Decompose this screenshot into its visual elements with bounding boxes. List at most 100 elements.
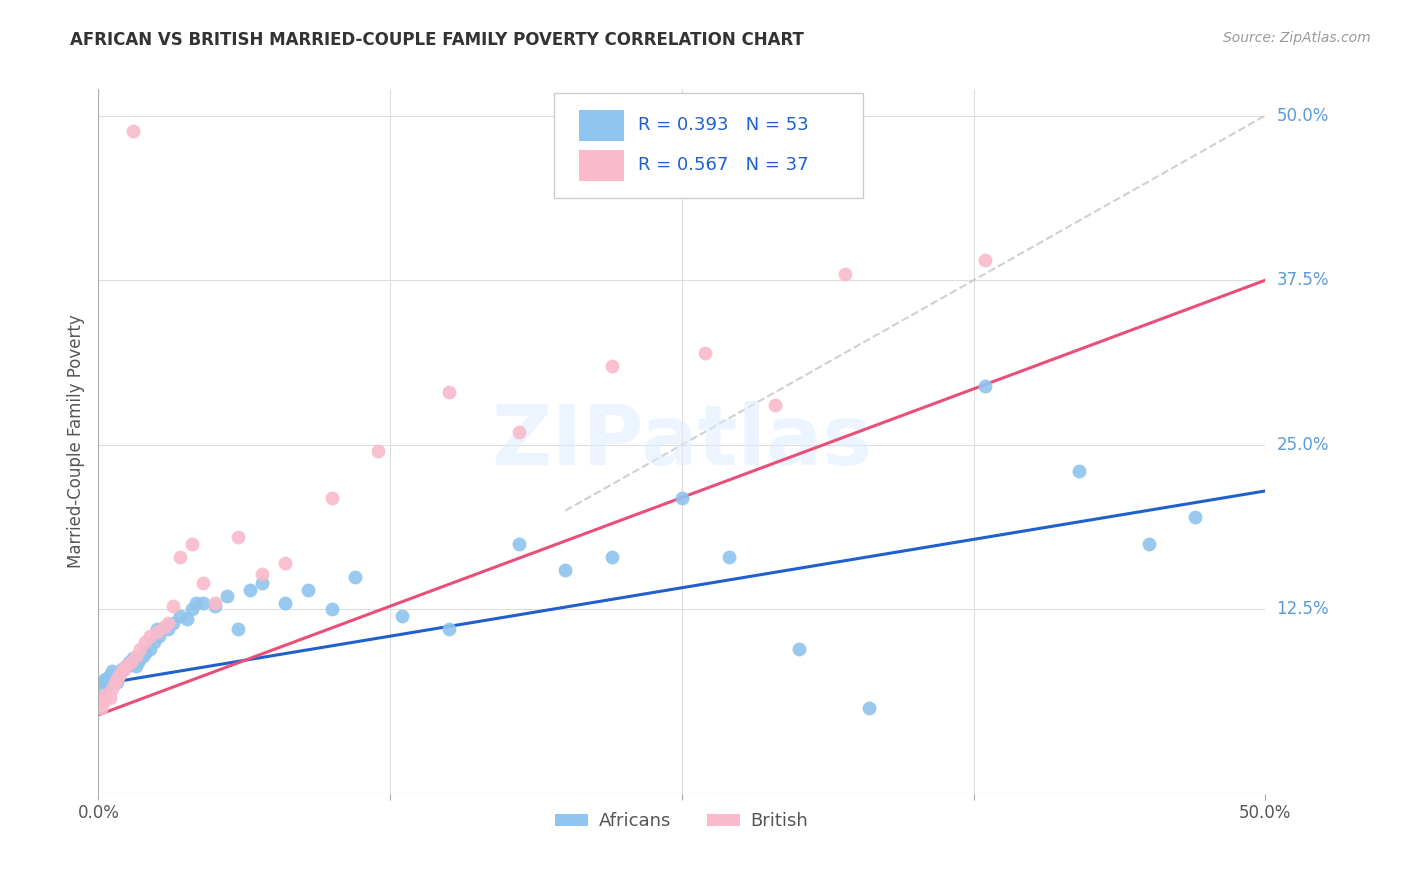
Point — [101, 681, 124, 696]
Point — [112, 662, 135, 676]
Point — [108, 668, 131, 682]
Text: 12.5%: 12.5% — [1277, 600, 1329, 618]
Point — [112, 662, 135, 676]
Point — [148, 629, 170, 643]
Point — [162, 615, 184, 630]
Point — [90, 681, 112, 696]
Point — [139, 629, 162, 643]
Point — [169, 609, 191, 624]
Point — [129, 651, 152, 665]
Point — [162, 599, 184, 613]
Text: ZIPatlas: ZIPatlas — [492, 401, 872, 482]
Point — [204, 599, 226, 613]
Point — [250, 576, 273, 591]
Point — [122, 651, 145, 665]
Point — [834, 267, 856, 281]
Point — [134, 635, 156, 649]
Point — [391, 609, 413, 624]
Point — [180, 536, 202, 550]
Point — [787, 642, 810, 657]
Point — [115, 659, 138, 673]
Point — [437, 385, 460, 400]
Point — [105, 673, 128, 687]
Point — [204, 596, 226, 610]
Point — [90, 701, 112, 715]
Text: 50.0%: 50.0% — [1277, 106, 1329, 125]
Text: R = 0.567   N = 37: R = 0.567 N = 37 — [637, 156, 808, 174]
Point — [120, 655, 142, 669]
Point — [134, 646, 156, 660]
Point — [858, 701, 880, 715]
Point — [94, 673, 117, 687]
Point — [250, 566, 273, 581]
Point — [98, 668, 121, 682]
Text: Source: ZipAtlas.com: Source: ZipAtlas.com — [1223, 31, 1371, 45]
Point — [695, 345, 717, 359]
Point — [321, 491, 343, 505]
Point — [94, 688, 117, 702]
Text: R = 0.393   N = 53: R = 0.393 N = 53 — [637, 116, 808, 134]
Point — [132, 648, 155, 663]
Point — [108, 668, 131, 682]
Point — [143, 635, 166, 649]
Point — [98, 690, 121, 705]
Point — [671, 491, 693, 505]
Point — [101, 665, 124, 679]
Point — [97, 677, 120, 691]
Point — [157, 615, 180, 630]
Point — [104, 673, 127, 687]
Point — [122, 124, 145, 138]
Point — [180, 602, 202, 616]
Point — [239, 582, 262, 597]
Point — [91, 695, 114, 709]
Point — [186, 596, 208, 610]
Point — [1067, 464, 1090, 478]
Point — [508, 425, 530, 439]
Point — [1184, 510, 1206, 524]
Point — [193, 576, 215, 591]
Point — [297, 582, 319, 597]
Point — [228, 622, 250, 636]
Point — [129, 642, 152, 657]
Point — [105, 674, 128, 689]
Point — [176, 612, 198, 626]
Point — [115, 659, 138, 673]
Bar — [579, 150, 624, 181]
Point — [146, 624, 169, 639]
Point — [146, 622, 169, 636]
Point — [111, 662, 134, 676]
Point — [437, 622, 460, 636]
Point — [228, 530, 250, 544]
Point — [1137, 536, 1160, 550]
Y-axis label: Married-Couple Family Poverty: Married-Couple Family Poverty — [66, 315, 84, 568]
Point — [974, 253, 997, 268]
Point — [763, 398, 786, 412]
Point — [600, 359, 623, 373]
Point — [104, 674, 127, 689]
Point — [193, 596, 215, 610]
Text: 25.0%: 25.0% — [1277, 436, 1329, 454]
Point — [215, 590, 238, 604]
Point — [508, 536, 530, 550]
Point — [157, 622, 180, 636]
Point — [367, 444, 389, 458]
Legend: Africans, British: Africans, British — [548, 805, 815, 838]
Point — [111, 665, 134, 679]
FancyBboxPatch shape — [554, 93, 863, 198]
Bar — [579, 110, 624, 141]
Point — [152, 619, 174, 633]
Point — [120, 657, 142, 672]
Point — [125, 659, 148, 673]
Point — [600, 549, 623, 564]
Point — [118, 655, 141, 669]
Point — [321, 602, 343, 616]
Point — [127, 655, 149, 669]
Point — [344, 569, 367, 583]
Point — [554, 563, 576, 577]
Point — [717, 549, 740, 564]
Point — [91, 674, 114, 689]
Point — [974, 378, 997, 392]
Text: AFRICAN VS BRITISH MARRIED-COUPLE FAMILY POVERTY CORRELATION CHART: AFRICAN VS BRITISH MARRIED-COUPLE FAMILY… — [70, 31, 804, 49]
Point — [274, 557, 297, 571]
Point — [139, 642, 162, 657]
